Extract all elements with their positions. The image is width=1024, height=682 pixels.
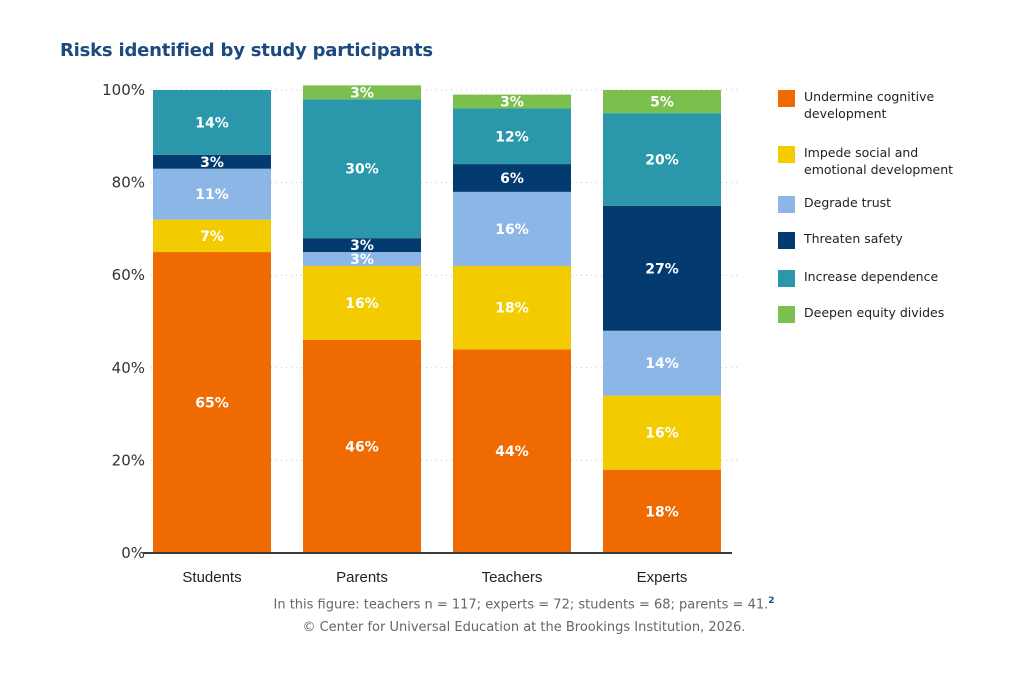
bar-segment[interactable] <box>453 94 571 109</box>
bar-value-label: 16% <box>495 222 529 238</box>
bar-value-label: 12% <box>495 129 529 145</box>
bar-segment[interactable] <box>303 252 421 266</box>
legend-label: Threaten safety <box>804 231 903 246</box>
legend-label: Increase dependence <box>804 269 939 284</box>
bar-value-label: 6% <box>500 171 524 187</box>
bar-value-label: 46% <box>345 440 379 456</box>
bar-value-label: 11% <box>195 187 229 203</box>
bar-value-label: 14% <box>645 356 679 372</box>
legend-swatch <box>778 270 795 287</box>
bar-value-label: 30% <box>345 162 379 178</box>
sample-size-note-text: In this figure: teachers n = 117; expert… <box>273 597 769 613</box>
legend-swatch <box>778 196 795 213</box>
bar-segment[interactable] <box>153 168 271 220</box>
bar-segment[interactable] <box>453 108 571 165</box>
legend-item[interactable]: Threaten safety <box>778 230 903 249</box>
legend-label: Undermine cognitive <box>804 89 935 104</box>
bar-segment[interactable] <box>153 154 271 169</box>
legend-item[interactable]: Undermine cognitive development <box>778 88 934 122</box>
legend-swatch <box>778 90 795 107</box>
bar-segment[interactable] <box>603 469 721 553</box>
footnote-marker[interactable]: 2 <box>768 596 775 606</box>
bar-value-label: 3% <box>350 238 374 254</box>
legend-label-continued: emotional development <box>804 162 954 177</box>
bar-value-label: 18% <box>495 301 529 317</box>
y-tick-label: 60% <box>112 266 145 284</box>
legend-label-continued: development <box>804 106 887 121</box>
bar-segment[interactable] <box>153 219 271 253</box>
bar-value-label: 65% <box>195 396 229 412</box>
bar-segment[interactable] <box>303 238 421 253</box>
bar-segment[interactable] <box>603 330 721 396</box>
y-tick-label: 20% <box>112 451 145 469</box>
copyright-credit: © Center for Universal Education at the … <box>302 620 746 635</box>
bar-value-label: 16% <box>645 426 679 442</box>
bar-segment[interactable] <box>453 265 571 350</box>
axes: 0% 20% 40% 60% 80% 100% Students Parents Teacher… <box>102 81 732 586</box>
bar-segment[interactable] <box>303 265 421 341</box>
legend-item[interactable]: Impede social and emotional development <box>778 144 953 178</box>
bar-value-label: 14% <box>195 115 229 131</box>
legend-swatch <box>778 146 795 163</box>
bar-value-label: 27% <box>645 261 679 277</box>
x-tick-label: Parents <box>336 569 388 586</box>
bar-value-label: 16% <box>345 296 379 312</box>
sample-size-note: In this figure: teachers n = 117; expert… <box>0 596 1024 612</box>
bar-value-label: 20% <box>645 152 679 168</box>
legend-item[interactable]: Deepen equity divides <box>778 304 945 323</box>
bar-value-label: 3% <box>500 95 524 111</box>
bar-segment[interactable] <box>453 349 571 553</box>
bar-value-label: 5% <box>650 95 674 111</box>
bar-segment[interactable] <box>303 85 421 100</box>
bars <box>153 85 721 554</box>
y-tick-label: 100% <box>102 81 145 99</box>
bar-segment[interactable] <box>603 113 721 206</box>
bar-segment[interactable] <box>303 340 421 553</box>
bar-value-label: 3% <box>200 155 224 171</box>
bar-segment[interactable] <box>603 90 721 114</box>
x-tick-label: Students <box>182 569 241 586</box>
bar-value-label: 18% <box>645 504 679 520</box>
bar-segment[interactable] <box>453 191 571 266</box>
bar-segment[interactable] <box>153 90 271 155</box>
chart-title: Risks identified by study participants <box>60 40 433 61</box>
legend-label: Impede social and <box>804 145 919 160</box>
legend-item[interactable]: Increase dependence <box>778 268 939 287</box>
bar-value-label: 3% <box>350 85 374 101</box>
bar-segment[interactable] <box>453 164 571 192</box>
bar-segment[interactable] <box>603 205 721 331</box>
bar-value-label: 44% <box>495 444 529 460</box>
legend-swatch <box>778 232 795 249</box>
bar-labels: 65%7%11%3%14%46%16%3%3%30%3%44%18%16%6%1… <box>195 85 679 520</box>
x-tick-label: Experts <box>637 569 688 586</box>
legend-label: Deepen equity divides <box>804 305 945 320</box>
y-tick-label: 0% <box>121 544 145 562</box>
y-tick-label: 80% <box>112 174 145 192</box>
bar-value-label: 3% <box>350 252 374 268</box>
legend-item[interactable]: Degrade trust <box>778 194 892 213</box>
bar-value-label: 7% <box>200 229 224 245</box>
legend-label: Degrade trust <box>804 195 892 210</box>
bar-segment[interactable] <box>303 99 421 239</box>
bar-segment[interactable] <box>153 252 271 554</box>
y-tick-label: 40% <box>112 359 145 377</box>
x-tick-label: Teachers <box>482 569 543 586</box>
legend-swatch <box>778 306 795 323</box>
bar-segment[interactable] <box>603 395 721 470</box>
